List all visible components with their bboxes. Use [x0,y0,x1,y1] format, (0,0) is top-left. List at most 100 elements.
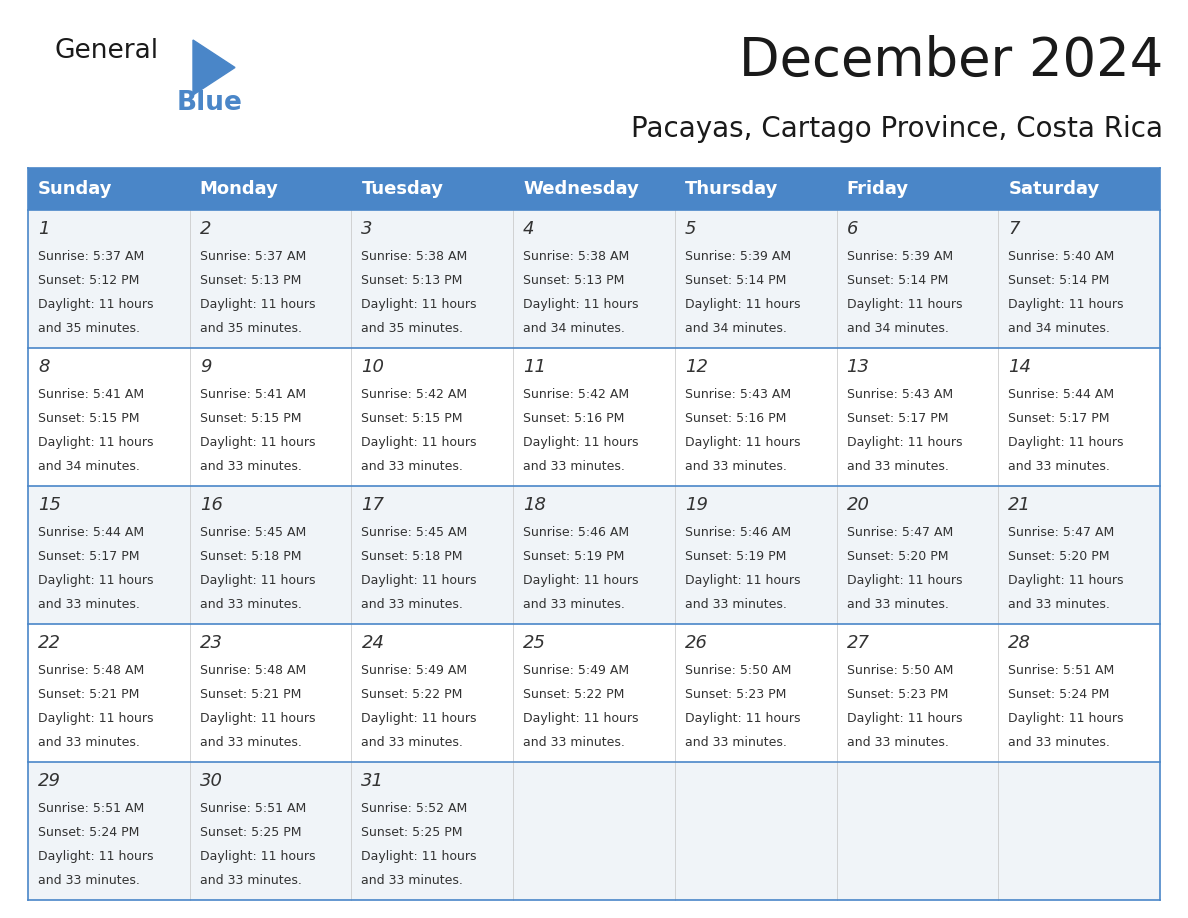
Bar [513,168,675,210]
Text: Daylight: 11 hours: Daylight: 11 hours [38,298,153,311]
Text: and 33 minutes.: and 33 minutes. [1009,599,1110,611]
Text: Sunday: Sunday [38,180,113,198]
Text: Sunset: 5:22 PM: Sunset: 5:22 PM [523,688,625,701]
Text: 23: 23 [200,634,222,652]
Text: Daylight: 11 hours: Daylight: 11 hours [847,575,962,588]
Text: 13: 13 [847,358,870,376]
Text: Sunset: 5:25 PM: Sunset: 5:25 PM [361,826,463,839]
Text: Daylight: 11 hours: Daylight: 11 hours [361,298,476,311]
Text: and 33 minutes.: and 33 minutes. [847,736,948,749]
Text: Sunrise: 5:39 AM: Sunrise: 5:39 AM [684,250,791,263]
Text: and 33 minutes.: and 33 minutes. [361,736,463,749]
Text: and 33 minutes.: and 33 minutes. [38,875,140,888]
Text: 6: 6 [847,220,858,238]
Text: Sunrise: 5:47 AM: Sunrise: 5:47 AM [847,526,953,539]
Text: 9: 9 [200,358,211,376]
Text: Sunrise: 5:50 AM: Sunrise: 5:50 AM [847,664,953,677]
Text: and 33 minutes.: and 33 minutes. [684,461,786,474]
Text: Sunset: 5:24 PM: Sunset: 5:24 PM [1009,688,1110,701]
Text: Daylight: 11 hours: Daylight: 11 hours [200,436,315,449]
Text: Daylight: 11 hours: Daylight: 11 hours [38,850,153,863]
Text: Sunset: 5:17 PM: Sunset: 5:17 PM [847,412,948,425]
Text: Daylight: 11 hours: Daylight: 11 hours [361,712,476,725]
Text: Friday: Friday [847,180,909,198]
Text: Daylight: 11 hours: Daylight: 11 hours [684,436,801,449]
Text: Sunrise: 5:51 AM: Sunrise: 5:51 AM [38,802,144,815]
Text: 20: 20 [847,496,870,514]
Text: Daylight: 11 hours: Daylight: 11 hours [361,436,476,449]
Text: Sunrise: 5:44 AM: Sunrise: 5:44 AM [38,526,144,539]
Text: 3: 3 [361,220,373,238]
Polygon shape [192,40,235,95]
Text: 7: 7 [1009,220,1019,238]
Text: Sunset: 5:20 PM: Sunset: 5:20 PM [847,550,948,563]
Text: 25: 25 [523,634,546,652]
Text: Daylight: 11 hours: Daylight: 11 hours [38,575,153,588]
Text: Sunrise: 5:40 AM: Sunrise: 5:40 AM [1009,250,1114,263]
Text: Thursday: Thursday [684,180,778,198]
Text: and 34 minutes.: and 34 minutes. [38,461,140,474]
Bar [352,168,513,210]
Text: Sunrise: 5:38 AM: Sunrise: 5:38 AM [361,250,468,263]
Text: General: General [55,38,159,64]
Text: and 33 minutes.: and 33 minutes. [847,461,948,474]
Text: and 33 minutes.: and 33 minutes. [523,599,625,611]
Text: and 33 minutes.: and 33 minutes. [38,736,140,749]
Text: December 2024: December 2024 [739,35,1163,87]
Text: Sunrise: 5:49 AM: Sunrise: 5:49 AM [523,664,630,677]
Text: and 33 minutes.: and 33 minutes. [523,461,625,474]
Text: and 35 minutes.: and 35 minutes. [361,322,463,335]
Text: Daylight: 11 hours: Daylight: 11 hours [1009,298,1124,311]
Text: 2: 2 [200,220,211,238]
Text: Sunrise: 5:37 AM: Sunrise: 5:37 AM [200,250,307,263]
Text: Sunset: 5:17 PM: Sunset: 5:17 PM [1009,412,1110,425]
Text: and 35 minutes.: and 35 minutes. [200,322,302,335]
Text: Sunset: 5:13 PM: Sunset: 5:13 PM [200,274,301,287]
Text: Daylight: 11 hours: Daylight: 11 hours [847,436,962,449]
Text: Sunrise: 5:46 AM: Sunrise: 5:46 AM [523,526,630,539]
Text: Sunrise: 5:41 AM: Sunrise: 5:41 AM [38,388,144,401]
Text: 22: 22 [38,634,61,652]
Text: 30: 30 [200,772,222,790]
Text: Daylight: 11 hours: Daylight: 11 hours [684,712,801,725]
Text: Sunset: 5:25 PM: Sunset: 5:25 PM [200,826,302,839]
Text: Sunrise: 5:41 AM: Sunrise: 5:41 AM [200,388,305,401]
Text: Blue: Blue [177,90,242,116]
Text: Daylight: 11 hours: Daylight: 11 hours [1009,712,1124,725]
Text: Sunrise: 5:48 AM: Sunrise: 5:48 AM [38,664,144,677]
Text: Daylight: 11 hours: Daylight: 11 hours [1009,575,1124,588]
Text: 31: 31 [361,772,385,790]
Text: 29: 29 [38,772,61,790]
Text: and 33 minutes.: and 33 minutes. [200,736,302,749]
Text: Wednesday: Wednesday [523,180,639,198]
Text: Monday: Monday [200,180,279,198]
Text: 15: 15 [38,496,61,514]
Text: Sunset: 5:14 PM: Sunset: 5:14 PM [1009,274,1110,287]
Text: Daylight: 11 hours: Daylight: 11 hours [523,436,639,449]
Text: Sunset: 5:14 PM: Sunset: 5:14 PM [847,274,948,287]
Text: 21: 21 [1009,496,1031,514]
Text: 8: 8 [38,358,50,376]
Text: Sunset: 5:23 PM: Sunset: 5:23 PM [847,688,948,701]
Text: and 33 minutes.: and 33 minutes. [684,599,786,611]
Bar [675,168,836,210]
Text: Daylight: 11 hours: Daylight: 11 hours [684,575,801,588]
Text: Sunset: 5:17 PM: Sunset: 5:17 PM [38,550,139,563]
Text: 16: 16 [200,496,222,514]
Text: and 33 minutes.: and 33 minutes. [1009,461,1110,474]
Text: Sunset: 5:13 PM: Sunset: 5:13 PM [523,274,625,287]
Text: Sunset: 5:21 PM: Sunset: 5:21 PM [38,688,139,701]
Text: 5: 5 [684,220,696,238]
Text: Sunrise: 5:42 AM: Sunrise: 5:42 AM [523,388,630,401]
Text: Sunset: 5:24 PM: Sunset: 5:24 PM [38,826,139,839]
Text: and 33 minutes.: and 33 minutes. [200,875,302,888]
Text: Sunset: 5:14 PM: Sunset: 5:14 PM [684,274,786,287]
Bar [29,210,1159,348]
Text: Daylight: 11 hours: Daylight: 11 hours [200,850,315,863]
Text: Pacayas, Cartago Province, Costa Rica: Pacayas, Cartago Province, Costa Rica [631,115,1163,143]
Text: 28: 28 [1009,634,1031,652]
Text: Sunrise: 5:48 AM: Sunrise: 5:48 AM [200,664,307,677]
Text: Sunset: 5:15 PM: Sunset: 5:15 PM [200,412,302,425]
Text: 10: 10 [361,358,385,376]
Text: Sunrise: 5:37 AM: Sunrise: 5:37 AM [38,250,144,263]
